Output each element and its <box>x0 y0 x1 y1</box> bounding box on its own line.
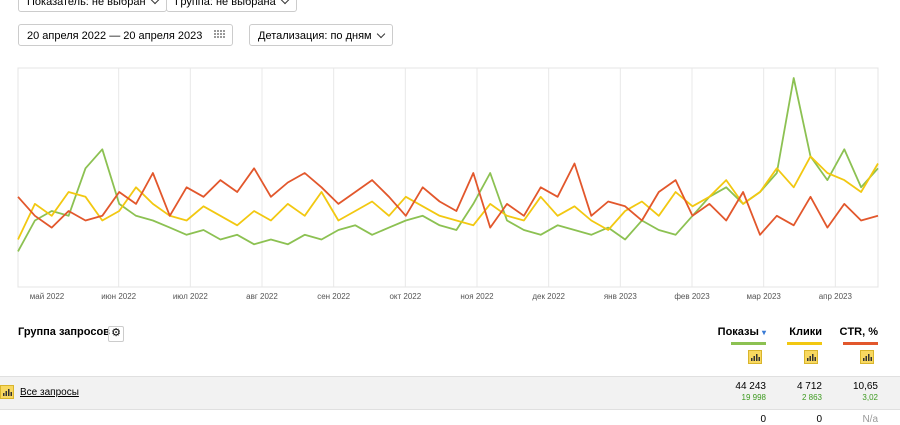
chart-toggle[interactable] <box>860 350 874 364</box>
date-range-label: 20 апреля 2022 — 20 апреля 2023 <box>27 30 203 42</box>
cell-subvalue: 2 863 <box>801 393 822 402</box>
cell-subvalue: 3,02 <box>862 393 878 402</box>
date-range[interactable]: 20 апреля 2022 — 20 апреля 2023 <box>18 24 233 46</box>
metric-label: Показатель: не выбран <box>27 0 146 8</box>
x-tick-label: янв 2023 <box>604 292 638 301</box>
x-tick-label: июн 2022 <box>101 292 136 301</box>
bar-glyph <box>3 389 12 396</box>
x-tick-label: мар 2023 <box>746 292 781 301</box>
series-color-bar <box>787 342 822 345</box>
x-tick-label: окт 2022 <box>389 292 421 301</box>
cell-subvalue: 19 998 <box>741 393 766 402</box>
x-tick-label: ноя 2022 <box>460 292 494 301</box>
detail-dropdown[interactable]: Детализация: по дням <box>249 24 393 46</box>
chart-toggle[interactable] <box>748 350 762 364</box>
chart-toggle[interactable] <box>0 385 14 399</box>
cell-value: 0 <box>760 414 766 425</box>
cell-value: 44 243 <box>735 381 766 392</box>
x-tick-label: сен 2022 <box>317 292 350 301</box>
row-name[interactable]: Все запросы <box>20 387 79 398</box>
chart-toggle[interactable] <box>804 350 818 364</box>
table-row <box>0 376 900 410</box>
detail-label: Детализация: по дням <box>258 30 372 42</box>
x-tick-label: апр 2023 <box>819 292 853 301</box>
series-line <box>17 77 879 252</box>
bar-glyph <box>751 354 760 361</box>
chart: май 2022 июн 2022 июл 2022 авг 2022 сен 2022… <box>17 67 879 301</box>
cell-value: N/a <box>862 414 878 425</box>
bar-glyph <box>863 354 872 361</box>
column-header-text: Показы <box>717 326 759 338</box>
x-tick-label: май 2022 <box>30 292 65 301</box>
x-tick-label: авг 2022 <box>246 292 278 301</box>
plot-frame <box>17 67 879 288</box>
group-header: Группа запросов <box>18 326 110 338</box>
x-tick-label: дек 2022 <box>532 292 565 301</box>
series-color-bar <box>843 342 878 345</box>
calendar-icon <box>214 30 225 38</box>
x-tick-label: фев 2023 <box>674 292 710 301</box>
column-header[interactable]: CTR, % <box>839 326 879 338</box>
cell-value: 10,65 <box>852 381 878 392</box>
series-line <box>17 162 879 236</box>
cell-value: 0 <box>816 414 822 425</box>
x-tick-label: июл 2022 <box>173 292 209 301</box>
settings-button[interactable]: ⚙ <box>108 326 124 342</box>
cell-value: 4 712 <box>796 381 822 392</box>
bar-glyph <box>807 354 816 361</box>
group-dropdown[interactable]: Группа: не выбрана <box>166 0 297 12</box>
column-header[interactable]: Показы ▾ <box>717 326 766 338</box>
series-line <box>17 155 879 240</box>
series-color-bar <box>731 342 766 345</box>
column-header[interactable]: Клики <box>789 326 822 338</box>
group-label: Группа: не выбрана <box>175 0 276 8</box>
